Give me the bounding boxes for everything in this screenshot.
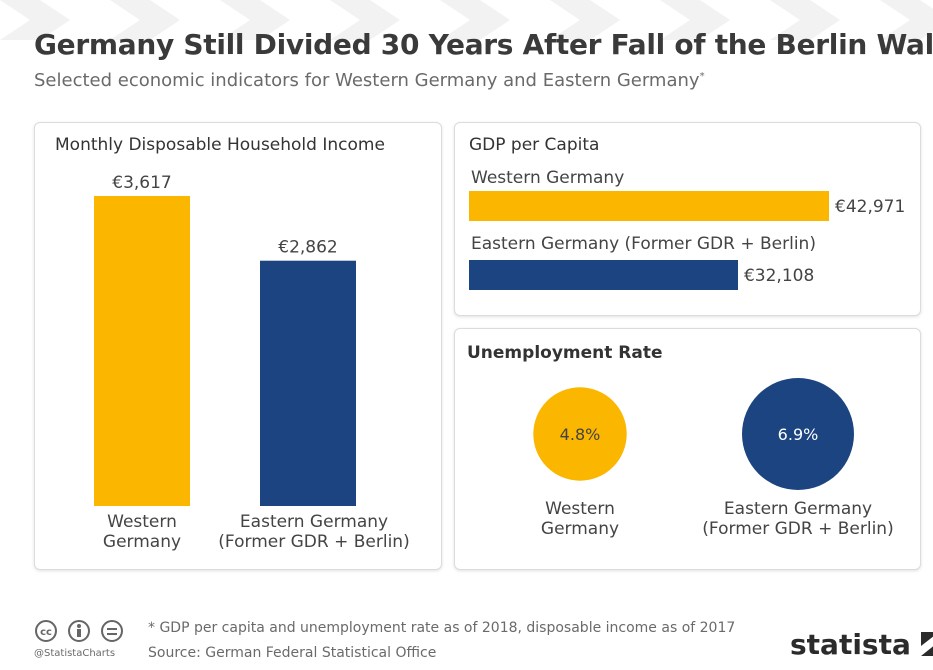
income-category-label: (Former GDR + Berlin)	[218, 532, 409, 552]
twitter-handle[interactable]: @StatistaCharts	[34, 648, 116, 659]
unemployment-bubble	[742, 378, 854, 490]
subtitle-footnote-marker: *	[699, 71, 705, 82]
unemployment-bubble	[533, 387, 627, 481]
unemployment-category-label: Eastern Germany	[724, 499, 872, 519]
gdp-bar-chart: Western Germany €42,971 Eastern Germany (F…	[469, 168, 905, 290]
footnote: * GDP per capita and unemployment rate a…	[148, 620, 736, 636]
creative-commons-icons: cc	[35, 620, 123, 642]
income-category-label: Eastern Germany	[240, 512, 388, 532]
income-value-label: €3,617	[112, 173, 171, 193]
income-bar	[94, 196, 190, 506]
income-category-label: Western	[107, 512, 177, 532]
svg-text:cc: cc	[40, 627, 52, 638]
chart-subtitle: Selected economic indicators for Western…	[34, 70, 705, 91]
gdp-panel-title: GDP per Capita	[469, 135, 600, 155]
income-value-label: €2,862	[278, 238, 337, 258]
unemployment-panel-title: Unemployment Rate	[467, 343, 663, 363]
gdp-bar	[469, 191, 829, 221]
unemployment-category-label: Germany	[541, 519, 619, 539]
gdp-value-label: €32,108	[744, 266, 814, 286]
gdp-category-label: Eastern Germany (Former GDR + Berlin)	[471, 234, 816, 254]
background-arrow-pattern	[0, 0, 933, 40]
gdp-bar	[469, 260, 738, 290]
source-note: Source: German Federal Statistical Offic…	[148, 645, 437, 661]
gdp-category-label: Western Germany	[471, 168, 624, 188]
income-panel-title: Monthly Disposable Household Income	[55, 135, 385, 155]
unemployment-panel: Unemployment Rate 4.8% Western Germany 6.9%…	[454, 328, 921, 570]
gdp-value-label: €42,971	[835, 197, 905, 217]
statista-logo-text: statista	[790, 628, 911, 661]
statista-logo-icon	[920, 632, 933, 656]
statista-logo[interactable]: statista	[790, 628, 933, 661]
income-category-label: Germany	[103, 532, 181, 552]
chart-title: Germany Still Divided 30 Years After Fal…	[34, 28, 933, 61]
unemployment-category-label: Western	[545, 499, 615, 519]
gdp-panel: GDP per Capita Western Germany €42,971 Eas…	[454, 122, 921, 316]
unemployment-value-label: 6.9%	[778, 425, 819, 444]
subtitle-text: Selected economic indicators for Western…	[34, 70, 700, 91]
unemployment-category-label: (Former GDR + Berlin)	[702, 519, 893, 539]
income-panel: Monthly Disposable Household Income €3,6…	[34, 122, 442, 570]
income-bar	[260, 260, 356, 506]
unemployment-value-label: 4.8%	[560, 425, 601, 444]
